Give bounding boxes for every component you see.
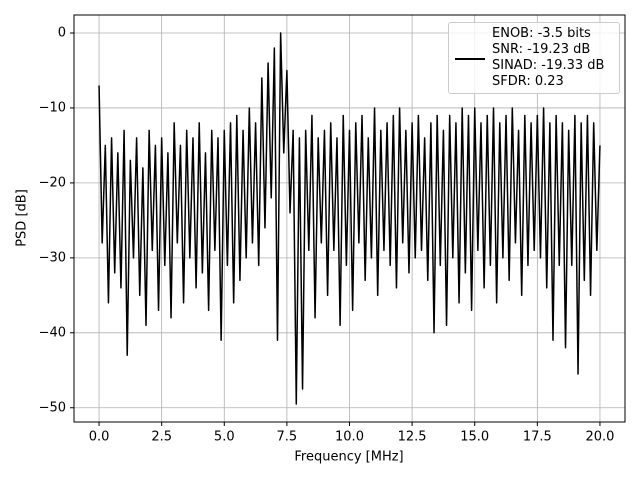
x-tick-label: 10.0 bbox=[335, 430, 364, 445]
legend-swatch bbox=[455, 58, 485, 60]
y-axis-label: PSD [dB] bbox=[15, 189, 30, 247]
x-tick-label: 2.5 bbox=[151, 430, 172, 445]
x-tick-label: 5.0 bbox=[214, 430, 235, 445]
y-tick-label: 0 bbox=[58, 25, 66, 40]
y-tick-label: −20 bbox=[39, 175, 66, 190]
x-tick-label: 0.0 bbox=[89, 430, 110, 445]
x-tick-label: 17.5 bbox=[523, 430, 552, 445]
x-tick-label: 20.0 bbox=[585, 430, 614, 445]
y-tick-label: −10 bbox=[39, 100, 66, 115]
y-tick-label: −50 bbox=[39, 400, 66, 415]
legend-label: ENOB: -3.5 bits SNR: -19.23 dB SINAD: -1… bbox=[492, 26, 605, 89]
plot-frame bbox=[73, 14, 626, 423]
x-tick-label: 12.5 bbox=[398, 430, 427, 445]
y-tick-label: −30 bbox=[39, 250, 66, 265]
y-tick-label: −40 bbox=[39, 325, 66, 340]
x-tick-label: 7.5 bbox=[277, 430, 298, 445]
x-tick-label: 15.0 bbox=[460, 430, 489, 445]
x-axis-label: Frequency [MHz] bbox=[294, 450, 403, 465]
legend: ENOB: -3.5 bits SNR: -19.23 dB SINAD: -1… bbox=[448, 22, 620, 94]
data-line bbox=[98, 32, 601, 405]
